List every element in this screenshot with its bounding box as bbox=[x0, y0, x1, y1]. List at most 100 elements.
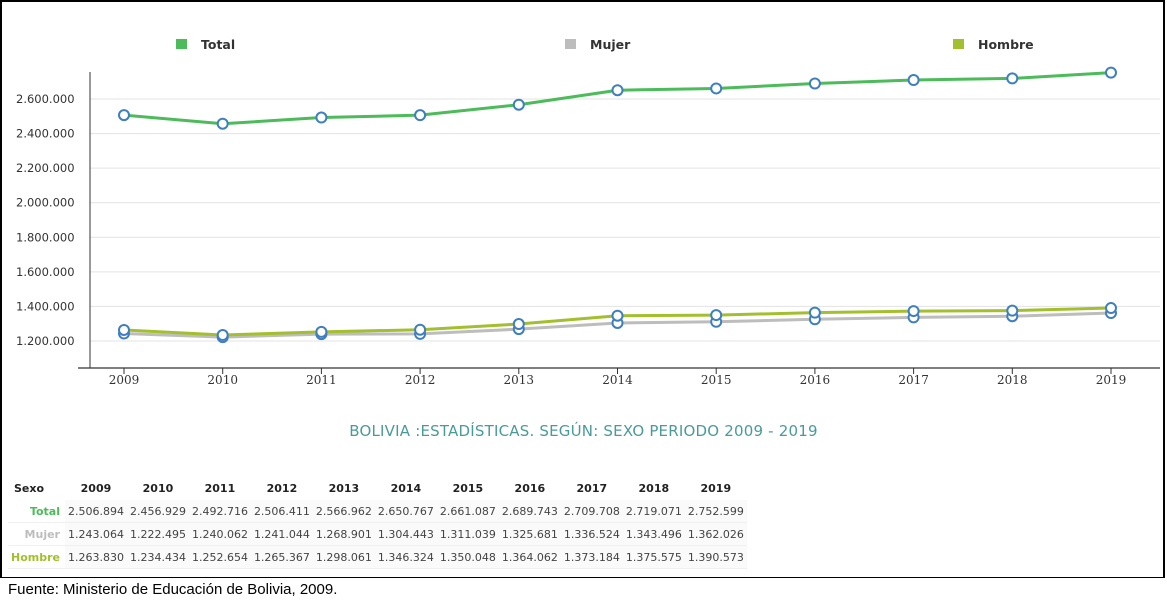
table-header-year: 2018 bbox=[638, 481, 670, 495]
y-tick-label: 1.600.000 bbox=[16, 265, 75, 279]
table-header-year: 2009 bbox=[80, 481, 112, 495]
table-row: Hombre 1.263.830 1.234.434 1.252.654 1.265.3… bbox=[8, 545, 747, 569]
table-cell: 2.566.962 bbox=[312, 500, 375, 523]
table-header-year: 2015 bbox=[452, 481, 484, 495]
legend-swatch-hombre bbox=[953, 39, 964, 49]
y-tick-label: 1.200.000 bbox=[16, 334, 75, 348]
x-tick-label: 2015 bbox=[701, 373, 732, 387]
table-cell: 2.456.929 bbox=[126, 500, 189, 523]
table-header-sexo: Sexo bbox=[14, 481, 45, 495]
table-cell: 1.234.434 bbox=[126, 545, 189, 569]
data-point-total bbox=[808, 77, 821, 90]
chart-frame bbox=[0, 0, 1165, 578]
data-point-total bbox=[315, 111, 328, 124]
x-tick-label: 2019 bbox=[1096, 373, 1127, 387]
y-tick-label: 2.000.000 bbox=[16, 196, 75, 210]
x-tick-label: 2018 bbox=[997, 373, 1028, 387]
data-point-total bbox=[512, 98, 525, 111]
table-row: Mujer 1.243.064 1.222.495 1.240.062 1.241.04… bbox=[8, 522, 747, 546]
table-cell: 2.689.743 bbox=[498, 500, 561, 523]
table-cell: 1.336.524 bbox=[560, 522, 623, 546]
data-point-total bbox=[1006, 72, 1019, 85]
y-tick-label: 2.200.000 bbox=[16, 161, 75, 175]
table-header-year: 2019 bbox=[700, 481, 732, 495]
legend-label-hombre: Hombre bbox=[978, 37, 1034, 52]
table-cell: 1.346.324 bbox=[374, 545, 437, 569]
data-point-hombre bbox=[907, 305, 920, 318]
table-cell: 1.364.062 bbox=[498, 545, 561, 569]
y-tick-label: 2.600.000 bbox=[16, 92, 75, 106]
table-cell: 1.298.061 bbox=[312, 545, 375, 569]
y-tick-label: 1.400.000 bbox=[16, 299, 75, 313]
data-point-total bbox=[216, 117, 229, 130]
table-cell: 1.268.901 bbox=[312, 522, 375, 546]
table-header-year: 2014 bbox=[390, 481, 422, 495]
table-row-label: Mujer bbox=[8, 522, 65, 546]
data-point-hombre bbox=[512, 318, 525, 331]
table-header-row: Sexo 2009 2010 2011 2012 2013 2014 2015 2016 2017… bbox=[8, 476, 747, 500]
table-cell: 1.263.830 bbox=[64, 545, 127, 569]
data-point-hombre bbox=[315, 325, 328, 338]
line-chart: 1.200.000 1.400.000 1.600.000 1.800.000 2.00… bbox=[16, 37, 1160, 387]
table-row-label: Total bbox=[8, 500, 65, 523]
table-cell: 1.343.496 bbox=[622, 522, 685, 546]
legend-swatch-mujer bbox=[565, 39, 576, 49]
table-cell: 2.719.071 bbox=[622, 500, 685, 523]
table-cell: 2.506.894 bbox=[64, 500, 127, 523]
table-cell: 1.362.026 bbox=[684, 522, 747, 546]
table-cell: 1.243.064 bbox=[64, 522, 127, 546]
table-cell: 2.492.716 bbox=[188, 500, 251, 523]
table-cell: 1.240.062 bbox=[188, 522, 251, 546]
x-tick-label: 2011 bbox=[306, 373, 337, 387]
data-point-hombre bbox=[1006, 304, 1019, 317]
table-cell: 1.325.681 bbox=[498, 522, 561, 546]
table-cell: 1.373.184 bbox=[560, 545, 623, 569]
source-note: Fuente: Ministerio de Educación de Boliv… bbox=[8, 581, 338, 598]
data-point-hombre bbox=[710, 309, 723, 322]
table-cell: 1.311.039 bbox=[436, 522, 499, 546]
data-point-total bbox=[414, 109, 427, 122]
table-cell: 1.241.044 bbox=[250, 522, 313, 546]
legend-swatch-total bbox=[176, 39, 187, 49]
table-cell: 2.709.708 bbox=[560, 500, 623, 523]
table-header-year: 2016 bbox=[514, 481, 546, 495]
data-point-hombre bbox=[611, 309, 624, 322]
table-cell: 1.265.367 bbox=[250, 545, 313, 569]
table-header-year: 2012 bbox=[266, 481, 298, 495]
y-tick-label: 2.400.000 bbox=[16, 127, 75, 141]
series-line-total bbox=[123, 71, 1112, 126]
legend-label-mujer: Mujer bbox=[590, 37, 631, 52]
table-cell: 2.650.767 bbox=[374, 500, 437, 523]
x-tick-label: 2013 bbox=[504, 373, 535, 387]
table-cell: 1.252.654 bbox=[188, 545, 251, 569]
data-point-total bbox=[611, 84, 624, 97]
table-cell: 1.222.495 bbox=[126, 522, 189, 546]
data-point-hombre bbox=[216, 329, 229, 342]
data-point-hombre bbox=[1105, 302, 1117, 315]
table-cell: 1.350.048 bbox=[436, 545, 499, 569]
chart-title: BOLIVIA :ESTADÍSTICAS. SEGÚN: SEXO PERIO… bbox=[349, 422, 818, 440]
data-point-hombre bbox=[414, 323, 427, 336]
data-point-hombre bbox=[808, 306, 821, 319]
table-header-year: 2011 bbox=[204, 481, 236, 495]
table-cell: 1.304.443 bbox=[374, 522, 437, 546]
table-cell: 2.661.087 bbox=[436, 500, 499, 523]
table-row: Total 2.506.894 2.456.929 2.492.716 2.506.41… bbox=[8, 500, 747, 523]
y-tick-label: 1.800.000 bbox=[16, 230, 75, 244]
x-tick-label: 2014 bbox=[602, 373, 633, 387]
table-header-year: 2013 bbox=[328, 481, 360, 495]
table-row-label: Hombre bbox=[8, 545, 65, 569]
x-tick-label: 2017 bbox=[898, 373, 929, 387]
table-header-year: 2017 bbox=[576, 481, 608, 495]
x-tick-label: 2012 bbox=[405, 373, 436, 387]
data-point-total bbox=[1105, 66, 1117, 79]
data-point-hombre bbox=[118, 323, 130, 336]
table-cell: 2.752.599 bbox=[684, 500, 747, 523]
table-cell: 2.506.411 bbox=[250, 500, 313, 523]
x-tick-label: 2009 bbox=[109, 373, 140, 387]
data-point-total bbox=[907, 74, 920, 87]
table-header-year: 2010 bbox=[142, 481, 174, 495]
x-tick-label: 2010 bbox=[207, 373, 238, 387]
legend-label-total: Total bbox=[201, 37, 235, 52]
data-point-total bbox=[710, 82, 723, 95]
